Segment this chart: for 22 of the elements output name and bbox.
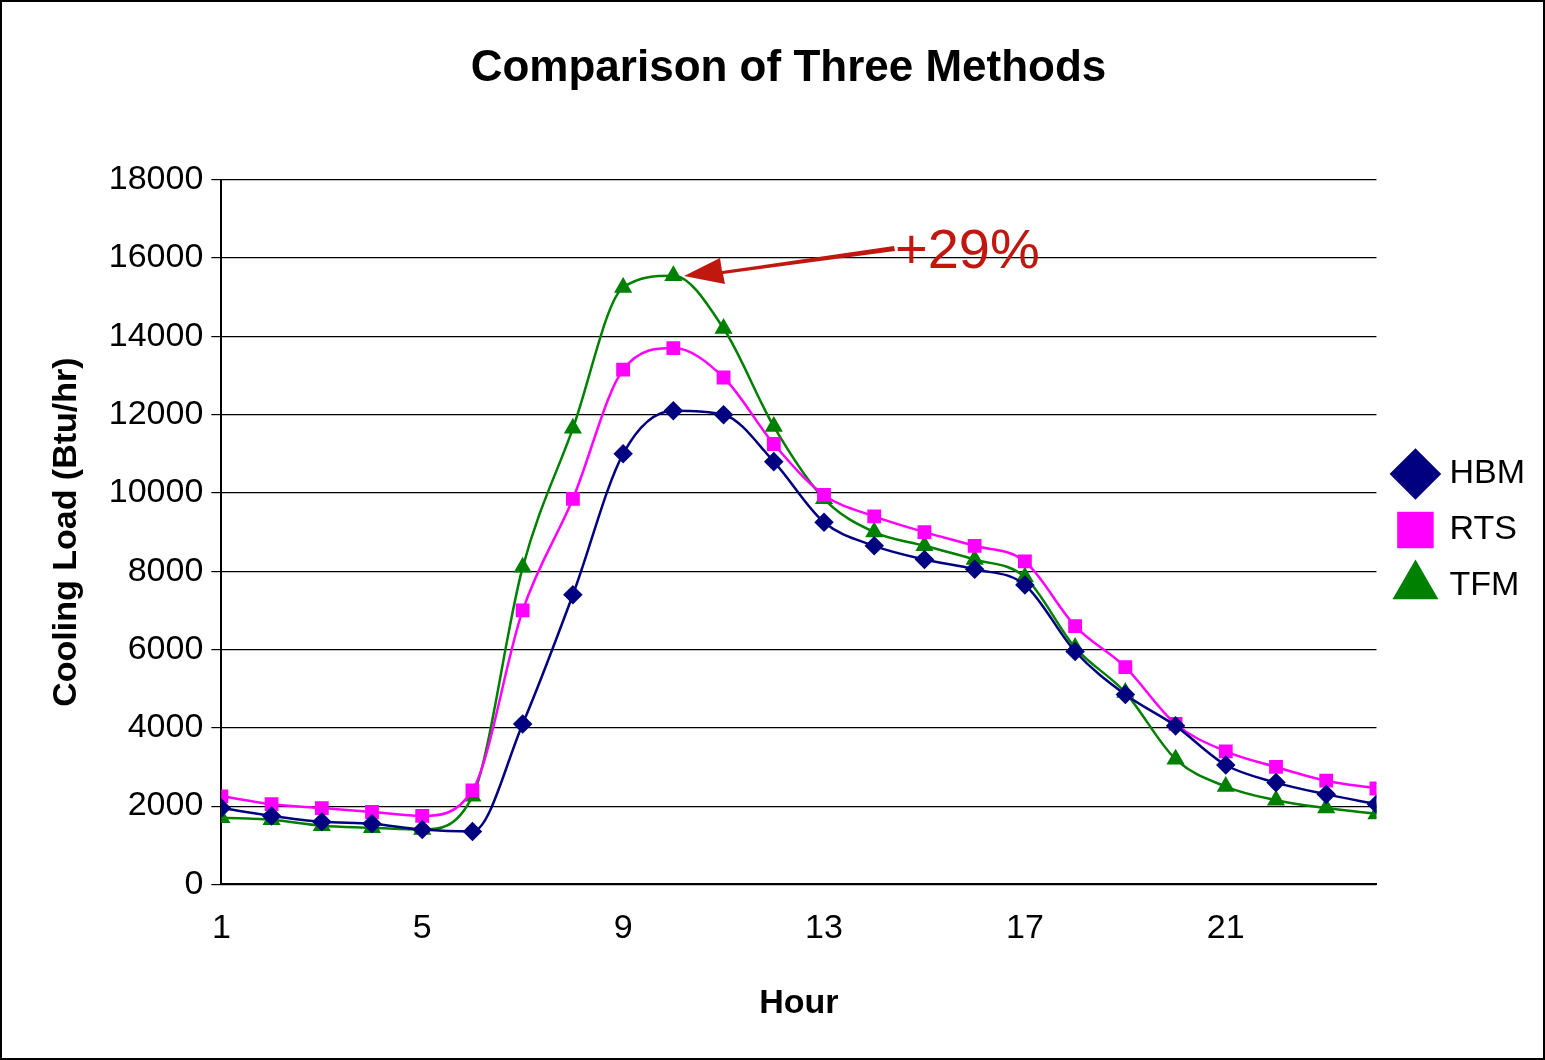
y-tick-label: 14000 [108, 314, 204, 353]
chart-title: Comparison of Three Methods [470, 40, 1107, 90]
y-tick-label: 0 [184, 862, 204, 901]
y-tick-label: 2000 [127, 784, 204, 823]
y-tick-label: 8000 [127, 549, 204, 588]
x-tick-label: 21 [1206, 907, 1245, 946]
legend-label: HBM [1449, 452, 1526, 491]
y-tick-label: 16000 [108, 236, 204, 275]
y-tick-label: 12000 [108, 393, 204, 432]
legend-label: TFM [1449, 564, 1520, 603]
y-tick-label: 10000 [108, 471, 204, 510]
y-tick-label: 18000 [108, 158, 204, 197]
x-tick-label: 13 [805, 907, 843, 946]
x-tick-label: 9 [613, 907, 633, 946]
y-axis-title: Cooling Load (Btu/hr) [44, 357, 83, 707]
x-tick-label: 1 [211, 907, 231, 946]
y-tick-label: 4000 [127, 706, 204, 745]
x-tick-label: 5 [412, 907, 432, 946]
x-tick-label: 17 [1005, 907, 1044, 946]
legend-label: RTS [1449, 508, 1517, 547]
x-axis-title: Hour [759, 981, 839, 1020]
y-tick-label: 6000 [127, 627, 204, 666]
